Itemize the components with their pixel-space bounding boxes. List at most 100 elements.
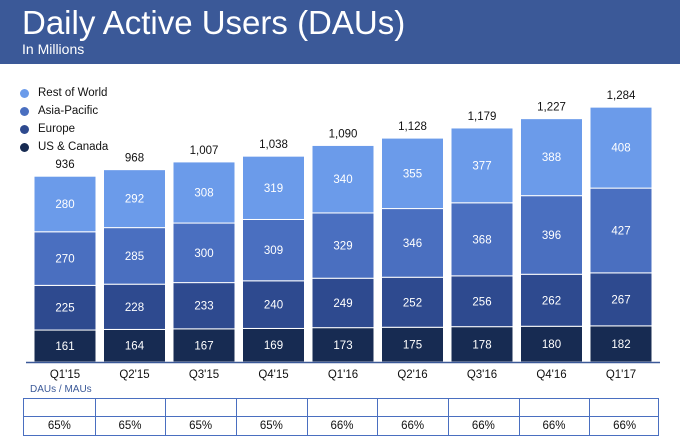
- x-tick-label: Q4'15: [258, 369, 288, 381]
- data-label: 167: [194, 340, 213, 352]
- data-label: 368: [472, 234, 491, 246]
- legend-dot-europe: [20, 124, 29, 134]
- bar-segment-europe: [450, 275, 514, 328]
- dau-mau-cell: 66%: [542, 420, 566, 432]
- bar-segment-rest-of-world: [520, 118, 583, 197]
- bar-segment-europe: [381, 276, 444, 328]
- bar-segment-europe: [242, 280, 305, 329]
- table-column-divider: [518, 399, 520, 435]
- data-label: 280: [55, 199, 74, 211]
- dau-mau-cell: 65%: [118, 420, 142, 432]
- data-label: 427: [611, 225, 630, 237]
- bar-segment-rest-of-world: [381, 137, 444, 210]
- x-tick-label: Q2'16: [397, 369, 427, 381]
- bar-segment-rest-of-world: [589, 106, 653, 189]
- data-label: 408: [611, 143, 630, 155]
- dau-mau-cell: 66%: [613, 420, 637, 432]
- data-label: 396: [542, 230, 561, 242]
- data-label: 355: [403, 168, 422, 180]
- bar-segment-asia-pacific: [450, 202, 514, 277]
- data-label: 175: [403, 340, 422, 352]
- data-label: 225: [55, 303, 74, 315]
- bar-segment-europe: [172, 282, 236, 330]
- dau-mau-label: DAUs / MAUs: [30, 384, 92, 395]
- bar-total-label: 1,090: [329, 128, 358, 140]
- data-label: 240: [264, 300, 283, 312]
- legend-label-us-canada: US & Canada: [38, 141, 109, 153]
- bar-segment-rest-of-world: [242, 155, 305, 220]
- data-label: 319: [264, 183, 283, 195]
- data-label: 173: [333, 340, 352, 352]
- bar-segment-us-canada: [242, 327, 305, 363]
- data-label: 270: [55, 254, 74, 266]
- dau-mau-header-row: [24, 399, 658, 417]
- data-label: 180: [542, 339, 561, 351]
- bar-segment-rest-of-world: [450, 127, 514, 204]
- bar-total-label: 968: [125, 153, 144, 165]
- data-label: 329: [333, 241, 352, 253]
- data-label: 377: [472, 160, 491, 172]
- x-tick-label: Q1'15: [50, 369, 80, 381]
- legend-label-asia-pacific: Asia-Pacific: [38, 105, 99, 117]
- bar-segment-us-canada: [172, 328, 236, 363]
- x-tick-label: Q3'15: [189, 369, 219, 381]
- bar-segment-rest-of-world: [33, 175, 97, 233]
- chart-legend: Rest of World Asia-Pacific Europe US & C…: [20, 84, 108, 156]
- data-label: 256: [472, 296, 491, 308]
- bar-segment-asia-pacific: [589, 187, 653, 274]
- bar-total-label: 1,179: [468, 111, 497, 123]
- bar-segment-europe: [33, 284, 97, 331]
- data-label: 267: [611, 294, 630, 306]
- dau-mau-cell: 65%: [259, 420, 283, 432]
- data-label: 164: [125, 341, 145, 353]
- legend-item-asia-pacific: Asia-Pacific: [20, 102, 108, 120]
- bar-total-label: 1,284: [607, 90, 636, 102]
- dau-mau-cell: 66%: [330, 420, 354, 432]
- x-tick-label: Q4'16: [536, 369, 566, 381]
- bar-segment-rest-of-world: [311, 144, 375, 214]
- bar-segment-europe: [311, 277, 375, 329]
- bar-segment-asia-pacific: [33, 231, 97, 286]
- data-label: 292: [125, 194, 144, 206]
- table-column-divider: [589, 399, 591, 435]
- bar-segment-asia-pacific: [242, 218, 305, 282]
- x-tick-label: Q2'15: [119, 369, 149, 381]
- table-column-divider: [236, 399, 237, 435]
- x-tick-label: Q3'16: [467, 369, 497, 381]
- x-tick-label: Q1'17: [606, 369, 636, 381]
- bar-segment-asia-pacific: [311, 212, 375, 279]
- data-label: 285: [125, 251, 144, 263]
- data-label: 388: [542, 152, 561, 164]
- legend-dot-us-canada: [20, 142, 29, 152]
- legend-label-europe: Europe: [38, 123, 76, 135]
- dau-mau-table: 65% 65% 65% 65% 66% 66% 66% 66% 66%: [23, 398, 659, 436]
- data-label: 169: [264, 340, 283, 352]
- table-column-divider: [377, 399, 379, 435]
- bar-segment-us-canada: [33, 329, 97, 363]
- legend-item-us-canada: US & Canada: [20, 138, 108, 156]
- dau-mau-cell: 66%: [401, 420, 425, 432]
- bar-total-label: 936: [55, 159, 74, 171]
- page-subtitle: In Millions: [22, 41, 85, 57]
- bar-segment-rest-of-world: [103, 169, 166, 229]
- data-label: 340: [333, 174, 352, 186]
- bar-total-label: 1,227: [537, 102, 566, 114]
- bar-segment-us-canada: [381, 326, 444, 363]
- data-label: 308: [194, 187, 213, 199]
- bar-total-label: 1,128: [398, 121, 427, 133]
- page-title: Daily Active Users (DAUs): [22, 4, 406, 41]
- table-column-divider: [306, 399, 308, 435]
- data-label: 161: [55, 341, 74, 353]
- legend-dot-asia-pacific: [20, 106, 29, 116]
- data-label: 182: [611, 339, 630, 351]
- data-label: 252: [403, 297, 422, 309]
- legend-item-rest-of-world: Rest of World: [20, 84, 108, 102]
- x-tick-label: Q1'16: [328, 369, 358, 381]
- bar-segment-europe: [103, 283, 166, 330]
- dau-mau-cell: 65%: [189, 420, 213, 432]
- bar-segment-asia-pacific: [172, 222, 236, 284]
- table-column-divider: [165, 399, 167, 435]
- bar-segment-europe: [589, 272, 653, 327]
- bar-total-label: 1,007: [190, 145, 219, 157]
